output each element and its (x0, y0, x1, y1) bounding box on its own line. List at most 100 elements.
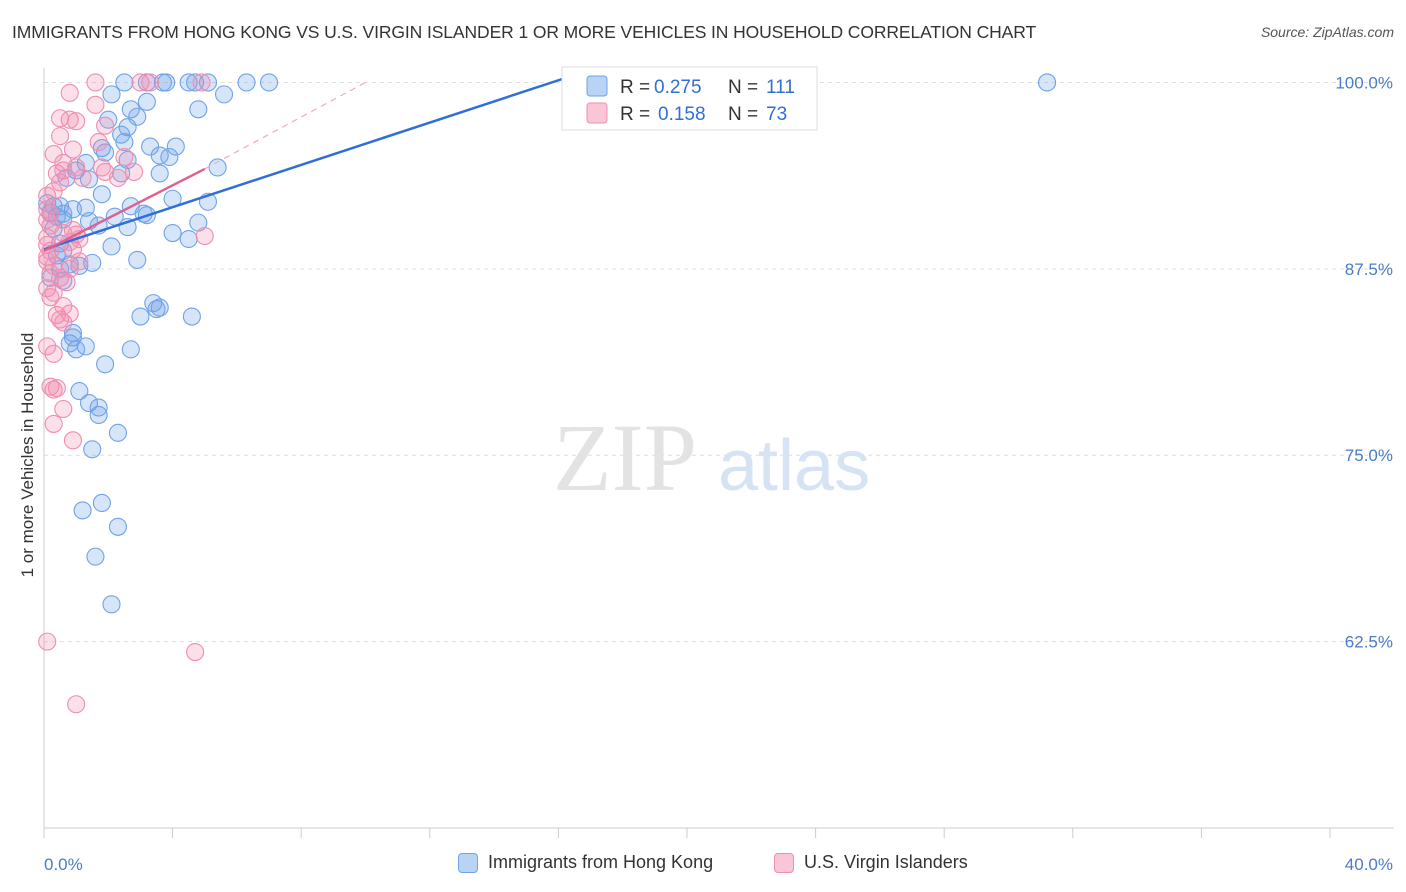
data-point-virgin-islanders (195, 226, 214, 246)
data-point-virgin-islanders (54, 313, 73, 332)
data-point-hong-kong (96, 143, 115, 162)
series-virgin-islanders-points (38, 73, 214, 714)
data-point-hong-kong (108, 423, 127, 442)
data-point-hong-kong (89, 405, 108, 425)
data-point-hong-kong (79, 393, 99, 413)
data-point-hong-kong (147, 300, 166, 319)
data-point-hong-kong (128, 250, 147, 269)
chart-title: IMMIGRANTS FROM HONG KONG VS U.S. VIRGIN… (12, 22, 1037, 42)
data-point-hong-kong (73, 501, 92, 520)
y-tick-label: 62.5% (1345, 633, 1393, 652)
data-point-hong-kong (83, 440, 102, 459)
data-point-virgin-islanders (54, 297, 73, 316)
data-point-hong-kong (179, 229, 198, 249)
tick-labels: 62.5% 75.0% 87.5% 100.0% 0.0% 40.0% (44, 73, 1393, 874)
legend-label-hong-kong: Immigrants from Hong Kong (488, 852, 714, 872)
data-point-virgin-islanders (44, 380, 63, 399)
data-point-virgin-islanders (131, 73, 150, 92)
y-tick-label: 100.0% (1335, 73, 1393, 92)
data-point-virgin-islanders (186, 643, 205, 662)
data-point-virgin-islanders (89, 133, 108, 152)
data-point-hong-kong (166, 137, 185, 156)
data-point-hong-kong (44, 219, 63, 238)
data-point-virgin-islanders (51, 173, 70, 192)
data-point-virgin-islanders (108, 168, 127, 187)
x-tick-label: 0.0% (44, 855, 83, 874)
data-point-virgin-islanders (38, 186, 57, 205)
data-point-hong-kong (186, 73, 205, 92)
data-point-hong-kong (102, 237, 121, 256)
chart-source: Source: ZipAtlas.com (1260, 24, 1394, 40)
data-point-hong-kong (150, 298, 169, 317)
data-point-virgin-islanders (67, 695, 86, 714)
data-point-virgin-islanders (67, 112, 86, 131)
data-point-virgin-islanders (57, 273, 76, 292)
data-point-virgin-islanders (44, 344, 63, 363)
y-tick-label: 75.0% (1345, 446, 1393, 465)
legend-n-value-pink: 73 (766, 104, 787, 125)
data-point-hong-kong (70, 382, 89, 401)
data-point-virgin-islanders (124, 162, 144, 181)
data-point-virgin-islanders (192, 73, 211, 92)
x-tick-label: 40.0% (1345, 855, 1393, 874)
series-hong-kong-points (38, 73, 1057, 614)
trend-line-hong-kong (43, 73, 575, 251)
data-point-hong-kong (67, 340, 86, 359)
grid (44, 81, 1390, 643)
stats-legend: R = 0.275 N = 111 R = 0.158 N = 73 (561, 66, 818, 131)
data-point-virgin-islanders (38, 337, 57, 356)
data-point-hong-kong (163, 224, 182, 243)
trend-lines (43, 73, 575, 253)
data-point-hong-kong (86, 547, 105, 566)
data-point-virgin-islanders (51, 310, 70, 329)
data-point-virgin-islanders (96, 116, 115, 135)
legend-swatch-virgin-islanders (774, 852, 794, 873)
data-point-hong-kong (150, 164, 169, 183)
data-point-hong-kong (182, 307, 201, 326)
legend-r-label-pink: R = (620, 104, 650, 125)
legend-n-label-blue: N = (728, 77, 758, 98)
data-point-virgin-islanders (115, 147, 134, 167)
data-point-hong-kong (121, 100, 140, 119)
legend-item-virgin-islanders: U.S. Virgin Islanders (774, 852, 968, 873)
data-point-virgin-islanders (60, 110, 79, 129)
data-point-virgin-islanders (63, 140, 82, 159)
data-point-hong-kong (160, 147, 179, 167)
data-point-hong-kong (131, 307, 150, 326)
data-point-virgin-islanders (86, 73, 105, 92)
legend-label-virgin-islanders: U.S. Virgin Islanders (804, 852, 968, 872)
data-point-virgin-islanders (86, 95, 105, 114)
data-point-hong-kong (153, 73, 173, 92)
data-point-virgin-islanders (70, 252, 89, 271)
data-point-virgin-islanders (47, 379, 66, 398)
legend-swatch-pink (586, 102, 608, 124)
data-point-hong-kong (96, 355, 115, 374)
watermark-zip: ZIP (553, 404, 697, 511)
data-point-virgin-islanders (60, 304, 79, 323)
y-tick-label: 87.5% (1345, 260, 1393, 279)
data-point-virgin-islanders (54, 399, 73, 419)
data-point-hong-kong (102, 85, 121, 104)
legend-item-hong-kong: Immigrants from Hong Kong (458, 852, 713, 873)
data-point-hong-kong (92, 185, 111, 204)
data-point-hong-kong (189, 100, 208, 119)
data-point-virgin-islanders (41, 264, 60, 283)
data-point-virgin-islanders (44, 414, 63, 433)
data-point-hong-kong (150, 146, 169, 165)
legend-swatch-blue (586, 75, 608, 97)
data-point-hong-kong (115, 73, 134, 92)
data-point-hong-kong (198, 73, 218, 92)
data-point-hong-kong (79, 170, 99, 189)
data-point-hong-kong (137, 92, 156, 111)
data-point-virgin-islanders (51, 127, 70, 146)
data-point-hong-kong (92, 493, 111, 512)
data-point-hong-kong (179, 73, 198, 92)
legend-n-value-blue: 111 (766, 77, 795, 98)
data-point-hong-kong (214, 85, 234, 104)
data-point-virgin-islanders (41, 288, 60, 307)
trend-line-virgin-islanders (43, 167, 206, 253)
legend-swatch-hong-kong (458, 852, 478, 873)
legend-r-label-blue: R = (620, 77, 650, 98)
data-point-virgin-islanders (73, 168, 92, 187)
